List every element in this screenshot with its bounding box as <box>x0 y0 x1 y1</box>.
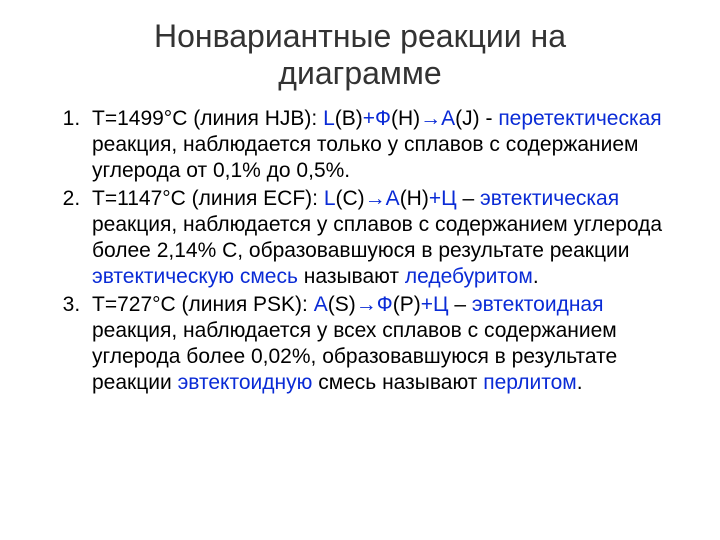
term-text: эвтектоидная <box>472 293 604 316</box>
formula-text: +Ц <box>429 187 457 210</box>
term-text: ледебуритом <box>405 265 533 288</box>
item-text: (S) <box>328 293 356 316</box>
formula-text: →Ф <box>356 293 393 316</box>
list-item: Т=727°С (линия PSK): А(S)→Ф(P)+Ц – эвтек… <box>86 292 690 396</box>
item-text: . <box>577 371 583 394</box>
formula-text: →А <box>420 107 455 130</box>
item-text: – <box>457 187 480 210</box>
item-text: (H) <box>391 107 420 130</box>
formula-text: L <box>324 187 336 210</box>
item-text: – <box>449 293 472 316</box>
item-text: . <box>533 265 539 288</box>
title-line-2: диаграмме <box>278 55 441 91</box>
slide-title: Нонвариантные реакции на диаграмме <box>30 18 690 92</box>
slide: Нонвариантные реакции на диаграмме T=149… <box>0 0 720 540</box>
item-text: Т=1147°С (линия ECF): <box>92 187 324 210</box>
list-item: Т=1147°С (линия ECF): L(C)→А(H)+Ц – эвте… <box>86 186 690 290</box>
item-text: T=1499°С (линия HJB): <box>92 107 323 130</box>
title-line-1: Нонвариантные реакции на <box>154 18 566 54</box>
formula-text: +Ф <box>363 107 391 130</box>
item-text: (J) - <box>455 107 498 130</box>
formula-text: А <box>314 293 328 316</box>
item-text: (H) <box>400 187 429 210</box>
item-text: (B) <box>335 107 363 130</box>
item-text: называют <box>298 265 405 288</box>
term-text: эвтектическую смесь <box>92 265 298 288</box>
item-text: реакция, наблюдается у сплавов с содержа… <box>92 213 662 262</box>
term-text: эвтектическая <box>480 187 619 210</box>
term-text: эвтектоидную <box>178 371 313 394</box>
item-text: Т=727°С (линия PSK): <box>92 293 314 316</box>
formula-text: L <box>323 107 335 130</box>
term-text: перетектическая <box>498 107 661 130</box>
item-text: смесь называют <box>312 371 483 394</box>
term-text: перлитом <box>483 371 577 394</box>
item-text: (P) <box>393 293 421 316</box>
formula-text: →А <box>365 187 400 210</box>
list-item: T=1499°С (линия HJB): L(B)+Ф(H)→А(J) - п… <box>86 106 690 184</box>
item-text: реакция, наблюдается только у сплавов с … <box>92 133 638 182</box>
formula-text: +Ц <box>421 293 449 316</box>
item-text: (C) <box>336 187 365 210</box>
reaction-list: T=1499°С (линия HJB): L(B)+Ф(H)→А(J) - п… <box>30 106 690 396</box>
